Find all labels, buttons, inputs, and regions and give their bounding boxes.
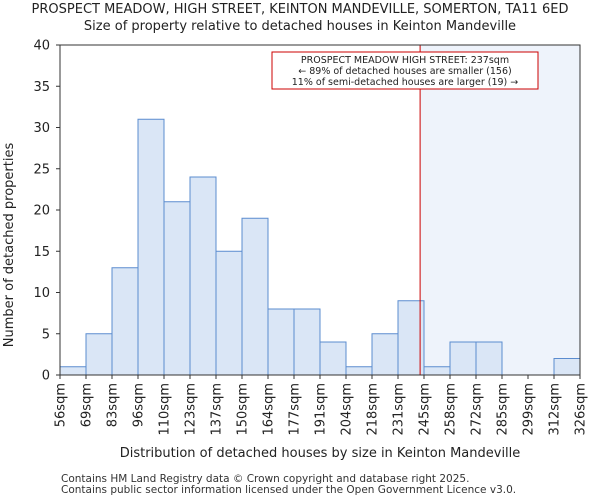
chart-subtitle: Size of property relative to detached ho… xyxy=(83,19,517,34)
x-tick-label: 164sqm xyxy=(262,383,277,436)
bar-191sqm xyxy=(319,341,347,376)
annotation-line-2: ← 89% of detached houses are smaller (15… xyxy=(298,66,511,77)
y-tick-label: 10 xyxy=(33,286,50,301)
footer-licence: Contains public sector information licen… xyxy=(61,484,517,496)
bar-245sqm xyxy=(423,366,451,376)
bar-258sqm xyxy=(449,341,477,376)
y-tick-label: 15 xyxy=(33,245,50,260)
highlight-region xyxy=(420,45,580,375)
annotation-line-3: 11% of semi-detached houses are larger (… xyxy=(292,77,519,88)
y-tick-label: 5 xyxy=(42,327,50,342)
footer-copyright: Contains HM Land Registry data © Crown c… xyxy=(61,473,470,485)
x-tick-label: 137sqm xyxy=(210,383,225,436)
x-tick-label: 299sqm xyxy=(522,383,537,436)
x-tick-label: 326sqm xyxy=(574,383,589,436)
bar-69sqm xyxy=(85,333,113,376)
bar-137sqm xyxy=(215,250,243,376)
bar-204sqm xyxy=(345,366,373,376)
y-tick-label: 40 xyxy=(33,39,50,54)
x-tick-label: 56sqm xyxy=(54,383,69,427)
bar-83sqm xyxy=(111,267,139,376)
x-tick-label: 218sqm xyxy=(366,383,381,436)
x-tick-label: 272sqm xyxy=(470,383,485,436)
histogram-chart: 0 5 10 15 20 25 30 35 40 56sqm 69sqm 83sqm 96sqm 110… xyxy=(2,39,589,462)
x-tick-label: 69sqm xyxy=(80,383,95,427)
annotation-box: PROSPECT MEADOW HIGH STREET: 237sqm ← 89… xyxy=(271,51,539,90)
y-tick-label: 35 xyxy=(33,80,50,95)
bar-123sqm xyxy=(189,176,217,376)
bar-56sqm xyxy=(59,366,87,376)
x-tick-label: 83sqm xyxy=(106,383,121,427)
y-tick-label: 25 xyxy=(33,162,50,177)
x-tick-label: 231sqm xyxy=(392,383,407,436)
bar-110sqm xyxy=(163,201,191,376)
chart-title: PROSPECT MEADOW, HIGH STREET, KEINTON MA… xyxy=(31,2,569,17)
y-tick-label: 20 xyxy=(33,204,50,219)
x-tick-label: 245sqm xyxy=(418,383,433,436)
bar-312sqm xyxy=(553,358,581,376)
x-tick-label: 150sqm xyxy=(236,383,251,436)
y-tick-label: 30 xyxy=(33,121,50,136)
bar-177sqm xyxy=(293,308,321,376)
bar-164sqm xyxy=(267,308,295,376)
x-tick-label: 312sqm xyxy=(548,383,563,436)
bar-218sqm xyxy=(371,333,399,376)
x-tick-label: 191sqm xyxy=(314,383,329,436)
x-tick-label: 177sqm xyxy=(288,383,303,436)
x-axis-label: Distribution of detached houses by size … xyxy=(120,446,521,461)
bar-150sqm xyxy=(241,217,269,376)
x-tick-label: 285sqm xyxy=(496,383,511,436)
bar-96sqm xyxy=(137,118,165,376)
y-tick-label: 0 xyxy=(42,369,50,384)
x-tick-label: 204sqm xyxy=(340,383,355,436)
x-tick-label: 110sqm xyxy=(158,383,173,436)
bar-272sqm xyxy=(475,341,503,376)
x-tick-label: 258sqm xyxy=(444,383,459,436)
x-tick-label: 96sqm xyxy=(132,383,147,427)
y-axis-label: Number of detached properties xyxy=(2,143,17,348)
annotation-line-1: PROSPECT MEADOW HIGH STREET: 237sqm xyxy=(301,55,509,66)
x-tick-label: 123sqm xyxy=(184,383,199,436)
